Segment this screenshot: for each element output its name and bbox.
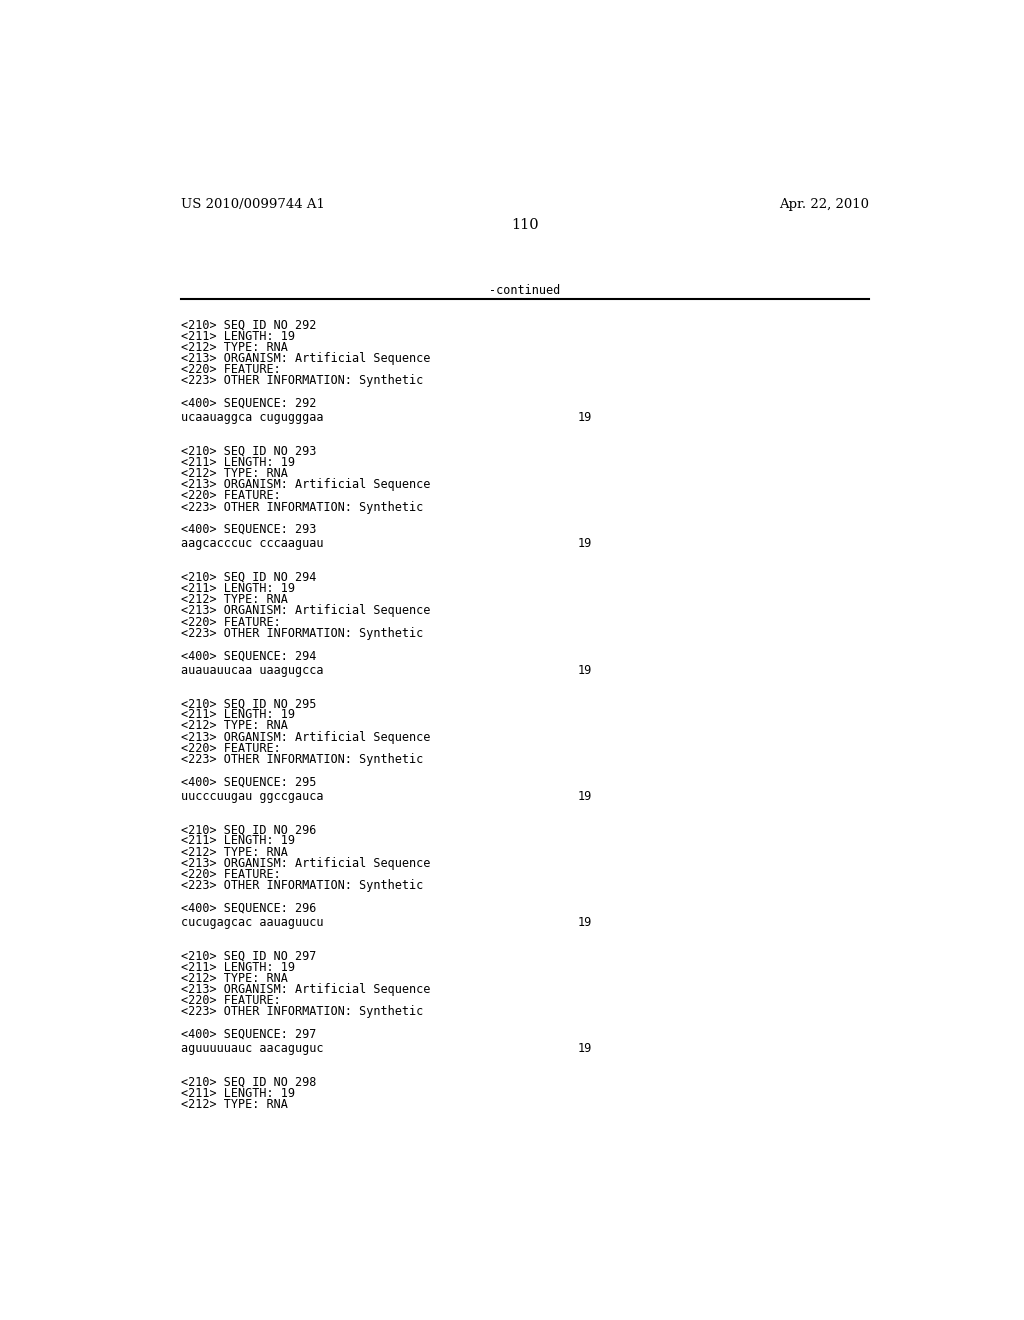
Text: <223> OTHER INFORMATION: Synthetic: <223> OTHER INFORMATION: Synthetic [180, 879, 423, 892]
Text: <211> LENGTH: 19: <211> LENGTH: 19 [180, 834, 295, 847]
Text: <213> ORGANISM: Artificial Sequence: <213> ORGANISM: Artificial Sequence [180, 605, 430, 618]
Text: <220> FEATURE:: <220> FEATURE: [180, 742, 281, 755]
Text: <223> OTHER INFORMATION: Synthetic: <223> OTHER INFORMATION: Synthetic [180, 1006, 423, 1018]
Text: <223> OTHER INFORMATION: Synthetic: <223> OTHER INFORMATION: Synthetic [180, 500, 423, 513]
Text: 19: 19 [578, 664, 592, 677]
Text: <213> ORGANISM: Artificial Sequence: <213> ORGANISM: Artificial Sequence [180, 857, 430, 870]
Text: <212> TYPE: RNA: <212> TYPE: RNA [180, 467, 288, 480]
Text: Apr. 22, 2010: Apr. 22, 2010 [779, 198, 869, 211]
Text: <223> OTHER INFORMATION: Synthetic: <223> OTHER INFORMATION: Synthetic [180, 627, 423, 640]
Text: <210> SEQ ID NO 297: <210> SEQ ID NO 297 [180, 949, 316, 962]
Text: <400> SEQUENCE: 294: <400> SEQUENCE: 294 [180, 649, 316, 663]
Text: <220> FEATURE:: <220> FEATURE: [180, 994, 281, 1007]
Text: <213> ORGANISM: Artificial Sequence: <213> ORGANISM: Artificial Sequence [180, 983, 430, 995]
Text: <220> FEATURE:: <220> FEATURE: [180, 615, 281, 628]
Text: <212> TYPE: RNA: <212> TYPE: RNA [180, 593, 288, 606]
Text: auauauucaa uaagugcca: auauauucaa uaagugcca [180, 664, 324, 677]
Text: <212> TYPE: RNA: <212> TYPE: RNA [180, 846, 288, 858]
Text: <210> SEQ ID NO 296: <210> SEQ ID NO 296 [180, 824, 316, 836]
Text: -continued: -continued [489, 284, 560, 297]
Text: 110: 110 [511, 218, 539, 232]
Text: 19: 19 [578, 789, 592, 803]
Text: <223> OTHER INFORMATION: Synthetic: <223> OTHER INFORMATION: Synthetic [180, 375, 423, 387]
Text: <212> TYPE: RNA: <212> TYPE: RNA [180, 972, 288, 985]
Text: <211> LENGTH: 19: <211> LENGTH: 19 [180, 709, 295, 721]
Text: <213> ORGANISM: Artificial Sequence: <213> ORGANISM: Artificial Sequence [180, 730, 430, 743]
Text: <220> FEATURE:: <220> FEATURE: [180, 490, 281, 503]
Text: <213> ORGANISM: Artificial Sequence: <213> ORGANISM: Artificial Sequence [180, 352, 430, 366]
Text: aguuuuuauc aacaguguc: aguuuuuauc aacaguguc [180, 1041, 324, 1055]
Text: <212> TYPE: RNA: <212> TYPE: RNA [180, 719, 288, 733]
Text: <211> LENGTH: 19: <211> LENGTH: 19 [180, 582, 295, 595]
Text: 19: 19 [578, 1041, 592, 1055]
Text: <212> TYPE: RNA: <212> TYPE: RNA [180, 1098, 288, 1111]
Text: <211> LENGTH: 19: <211> LENGTH: 19 [180, 1086, 295, 1100]
Text: <212> TYPE: RNA: <212> TYPE: RNA [180, 341, 288, 354]
Text: <211> LENGTH: 19: <211> LENGTH: 19 [180, 961, 295, 974]
Text: <210> SEQ ID NO 298: <210> SEQ ID NO 298 [180, 1076, 316, 1089]
Text: <210> SEQ ID NO 292: <210> SEQ ID NO 292 [180, 318, 316, 331]
Text: <213> ORGANISM: Artificial Sequence: <213> ORGANISM: Artificial Sequence [180, 478, 430, 491]
Text: <400> SEQUENCE: 296: <400> SEQUENCE: 296 [180, 902, 316, 915]
Text: <400> SEQUENCE: 295: <400> SEQUENCE: 295 [180, 775, 316, 788]
Text: <211> LENGTH: 19: <211> LENGTH: 19 [180, 330, 295, 343]
Text: <400> SEQUENCE: 297: <400> SEQUENCE: 297 [180, 1027, 316, 1040]
Text: <400> SEQUENCE: 292: <400> SEQUENCE: 292 [180, 397, 316, 409]
Text: <210> SEQ ID NO 294: <210> SEQ ID NO 294 [180, 570, 316, 583]
Text: US 2010/0099744 A1: US 2010/0099744 A1 [180, 198, 325, 211]
Text: <400> SEQUENCE: 293: <400> SEQUENCE: 293 [180, 523, 316, 536]
Text: 19: 19 [578, 412, 592, 424]
Text: <223> OTHER INFORMATION: Synthetic: <223> OTHER INFORMATION: Synthetic [180, 752, 423, 766]
Text: 19: 19 [578, 537, 592, 550]
Text: <210> SEQ ID NO 293: <210> SEQ ID NO 293 [180, 445, 316, 458]
Text: ucaauaggca cugugggaa: ucaauaggca cugugggaa [180, 412, 324, 424]
Text: 19: 19 [578, 916, 592, 929]
Text: <220> FEATURE:: <220> FEATURE: [180, 363, 281, 376]
Text: uucccuugau ggccgauca: uucccuugau ggccgauca [180, 789, 324, 803]
Text: cucugagcac aauaguucu: cucugagcac aauaguucu [180, 916, 324, 929]
Text: <210> SEQ ID NO 295: <210> SEQ ID NO 295 [180, 697, 316, 710]
Text: aagcacccuc cccaaguau: aagcacccuc cccaaguau [180, 537, 324, 550]
Text: <220> FEATURE:: <220> FEATURE: [180, 867, 281, 880]
Text: <211> LENGTH: 19: <211> LENGTH: 19 [180, 455, 295, 469]
